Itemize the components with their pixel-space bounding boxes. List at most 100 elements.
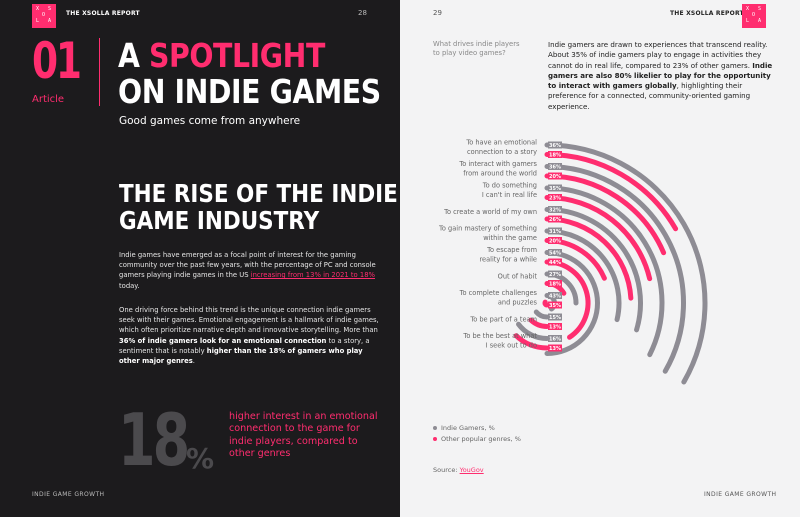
data-label-bg bbox=[548, 151, 562, 158]
chart-source: Source: YouGov bbox=[433, 466, 484, 474]
category-label: within the game bbox=[483, 234, 537, 242]
chart-legend: Indie Gamers, % Other popular genres, % bbox=[433, 423, 521, 445]
data-label-bg bbox=[548, 215, 562, 223]
data-label: 32% bbox=[549, 208, 561, 214]
bar-other bbox=[542, 299, 550, 308]
category-label: To interact with gamers bbox=[458, 160, 537, 168]
stat-value: 18 bbox=[118, 398, 190, 482]
right-page: 29 THE XSOLLA REPORT X S O L A INDIE GAM… bbox=[400, 0, 800, 517]
xsolla-logo-icon: X S O L A bbox=[32, 4, 56, 28]
category-label: To create a world of my own bbox=[443, 208, 537, 216]
category-label: Out of habit bbox=[498, 273, 538, 281]
data-label: 13% bbox=[549, 325, 561, 331]
category-label: To do something bbox=[482, 182, 537, 190]
category-label: To gain mastery of something bbox=[438, 225, 537, 233]
data-label-bg bbox=[548, 237, 562, 244]
report-title: THE XSOLLA REPORT bbox=[670, 10, 744, 17]
legend-swatch bbox=[433, 426, 437, 430]
stat-caption: higher interest in an emotional connecti… bbox=[229, 411, 378, 460]
data-label: 36% bbox=[549, 143, 561, 149]
data-label-bg bbox=[548, 184, 562, 192]
source-link[interactable]: YouGov bbox=[459, 466, 484, 474]
bar-indie bbox=[544, 185, 665, 358]
legend-item-other: Other popular genres, % bbox=[433, 434, 521, 445]
bar-other bbox=[544, 173, 667, 256]
legend-item-indie: Indie Gamers, % bbox=[433, 423, 521, 434]
category-label: To be the best at what bbox=[462, 332, 537, 340]
bar-indie bbox=[544, 142, 708, 385]
data-label: 36% bbox=[549, 165, 561, 171]
category-label: from around the world bbox=[463, 170, 537, 178]
data-label: 54% bbox=[549, 251, 561, 257]
legend-swatch bbox=[433, 437, 437, 441]
data-label-bg bbox=[548, 258, 562, 266]
left-page: X S O L A THE XSOLLA REPORT 28 01 Articl… bbox=[0, 0, 400, 517]
source-link[interactable]: increasing from 13% in 2021 to 18% bbox=[250, 271, 375, 280]
data-label: 35% bbox=[549, 303, 561, 309]
data-label: 27% bbox=[549, 272, 561, 278]
data-label-bg bbox=[548, 141, 562, 149]
data-label-bg bbox=[548, 249, 562, 256]
data-label: 35% bbox=[549, 186, 561, 192]
page-subtitle: Good games come from anywhere bbox=[119, 115, 301, 127]
category-label: reality for a while bbox=[479, 256, 537, 264]
category-label: and puzzles bbox=[498, 299, 538, 307]
bar-indie bbox=[544, 250, 600, 356]
data-label: 20% bbox=[549, 174, 561, 180]
paragraph: One driving force behind this trend is t… bbox=[119, 306, 379, 366]
report-title: THE XSOLLA REPORT bbox=[66, 10, 140, 17]
data-label-bg bbox=[548, 227, 562, 235]
article-number: 01 bbox=[32, 32, 82, 90]
page-number: 28 bbox=[358, 9, 367, 17]
bar-indie bbox=[544, 164, 686, 374]
bar-other bbox=[513, 333, 550, 351]
section-title: THE RISE OF THE INDIE GAME INDUSTRY bbox=[119, 179, 398, 235]
bar-other bbox=[528, 317, 550, 329]
data-label: 43% bbox=[549, 294, 561, 300]
bar-other bbox=[544, 216, 634, 301]
category-label: To complete challenges bbox=[459, 289, 538, 297]
data-label: 31% bbox=[549, 229, 561, 235]
data-label: 16% bbox=[549, 337, 561, 343]
data-label: 18% bbox=[549, 153, 561, 159]
category-label: To have an emotional bbox=[465, 139, 537, 147]
divider bbox=[99, 38, 100, 106]
data-label-bg bbox=[548, 280, 562, 287]
paragraph: Indie games have emerged as a focal poin… bbox=[119, 251, 376, 290]
category-label: connection to a story bbox=[467, 148, 537, 156]
page-title: A SPOTLIGHT ON INDIE GAMES bbox=[118, 36, 381, 111]
data-label-bg bbox=[548, 194, 562, 201]
data-label-bg bbox=[548, 292, 562, 299]
data-label-bg bbox=[548, 206, 562, 213]
data-label-bg bbox=[548, 313, 562, 321]
category-label: I seek out to do bbox=[486, 342, 537, 350]
stat-unit: % bbox=[186, 442, 215, 475]
data-label: 18% bbox=[549, 282, 561, 288]
category-label: To escape from bbox=[486, 246, 537, 254]
bar-indie bbox=[544, 228, 622, 323]
data-label-bg bbox=[548, 323, 562, 330]
data-label: 15% bbox=[549, 315, 561, 321]
data-label: 20% bbox=[549, 239, 561, 245]
bar-indie bbox=[533, 309, 550, 320]
data-label-bg bbox=[548, 344, 562, 352]
category-label: I can't in real life bbox=[482, 191, 537, 199]
footer-label: INDIE GAME GROWTH bbox=[704, 491, 777, 498]
data-label: 26% bbox=[549, 217, 561, 223]
bar-indie bbox=[544, 207, 643, 333]
data-label-bg bbox=[548, 270, 562, 278]
data-label-bg bbox=[548, 335, 562, 342]
bar-indie bbox=[516, 321, 550, 341]
intro-paragraph: Indie gamers are drawn to experiences th… bbox=[548, 40, 773, 111]
chart-question: What drives indie players to play video … bbox=[433, 40, 520, 57]
data-label-bg bbox=[548, 172, 562, 180]
page-number: 29 bbox=[433, 9, 442, 17]
bar-other bbox=[544, 195, 653, 282]
article-label: Article bbox=[32, 94, 65, 105]
data-label: 23% bbox=[549, 196, 561, 202]
data-label-bg bbox=[548, 163, 562, 170]
footer-label: INDIE GAME GROWTH bbox=[32, 491, 105, 498]
data-label: 44% bbox=[549, 260, 561, 266]
data-label: 13% bbox=[549, 346, 561, 352]
category-label: To be part of a team bbox=[469, 316, 537, 324]
